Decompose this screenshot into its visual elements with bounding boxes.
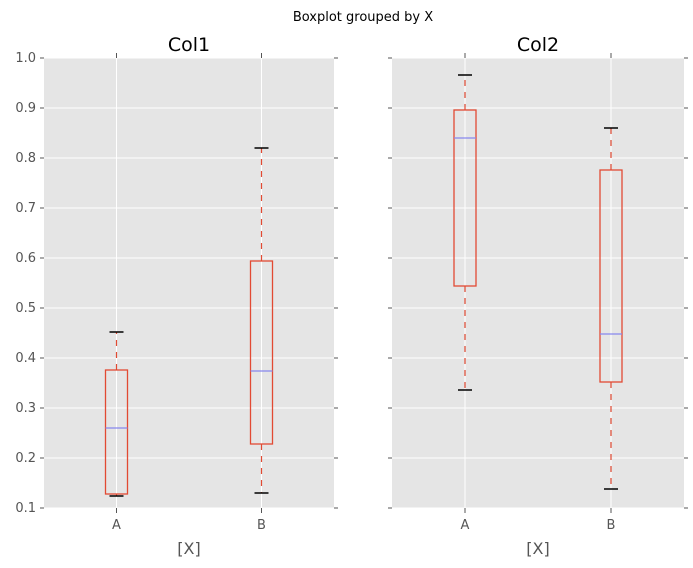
box-col1-b — [249, 147, 274, 494]
y-tick-label: 0.5 — [15, 301, 36, 316]
figure-suptitle: Boxplot grouped by X — [293, 10, 433, 25]
plot-panel-col2 — [392, 58, 684, 508]
x-tick-label: A — [112, 518, 121, 533]
iqr-box — [453, 109, 477, 287]
y-tick-label: 0.4 — [15, 351, 36, 366]
y-tick-label: 0.2 — [15, 451, 36, 466]
y-tick-label: 0.8 — [15, 151, 36, 166]
x-axis-label: [X] — [177, 539, 200, 558]
y-tick-label: 0.1 — [15, 501, 36, 516]
x-axis-label: [X] — [526, 539, 549, 558]
iqr-box — [104, 369, 129, 495]
x-tick-label: B — [257, 518, 266, 533]
panel-title: Col1 — [168, 34, 210, 56]
y-tick-label: 0.7 — [15, 201, 36, 216]
box-col2-a — [453, 74, 477, 391]
y-tick-label: 0.9 — [15, 101, 36, 116]
x-tick-label: B — [607, 518, 616, 533]
y-tick-label: 1.0 — [15, 51, 36, 66]
x-tick-label: A — [461, 518, 470, 533]
iqr-box — [249, 260, 274, 445]
panel-title: Col2 — [517, 34, 559, 56]
y-tick-label: 0.3 — [15, 401, 36, 416]
box-col1-a — [104, 331, 129, 497]
y-tick-label: 0.6 — [15, 251, 36, 266]
iqr-box — [599, 169, 623, 383]
box-col2-b — [599, 127, 623, 490]
plot-panel-col1 — [44, 58, 334, 508]
